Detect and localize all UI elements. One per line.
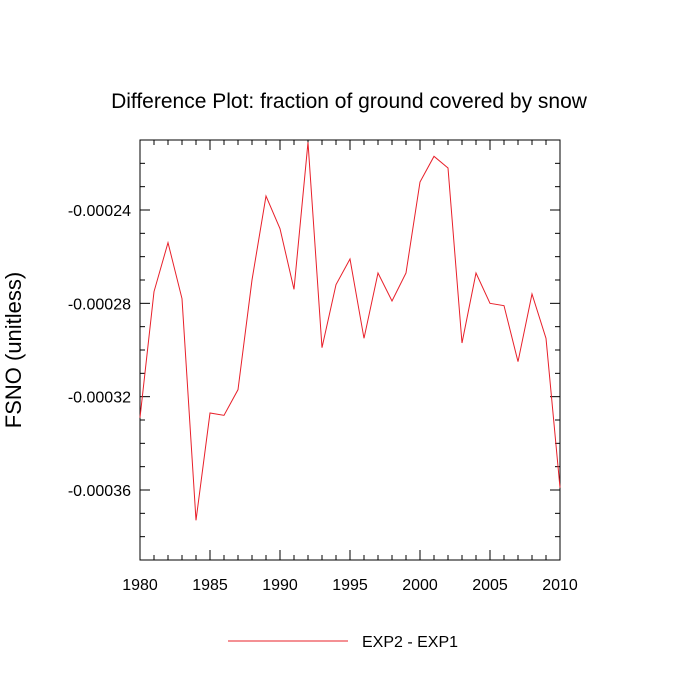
data-point	[349, 258, 350, 259]
data-point	[377, 272, 378, 273]
x-tick-label: 2005	[472, 577, 508, 594]
y-tick-label: -0.00024	[68, 203, 131, 220]
plot-frame	[139, 139, 561, 561]
data-point	[559, 487, 560, 488]
data-point	[433, 156, 434, 157]
data-point	[391, 300, 392, 301]
data-point	[279, 228, 280, 229]
data-point	[293, 289, 294, 290]
data-point	[517, 361, 518, 362]
data-points	[139, 142, 560, 521]
y-tick-label: -0.00028	[68, 296, 131, 313]
data-point	[251, 279, 252, 280]
data-point	[447, 167, 448, 168]
data-point	[209, 412, 210, 413]
x-tick-label: 1995	[332, 577, 368, 594]
data-point	[265, 195, 266, 196]
legend: EXP2 - EXP1	[228, 634, 458, 651]
x-tick-label: 2000	[402, 577, 438, 594]
data-point	[363, 338, 364, 339]
data-point	[307, 142, 308, 143]
y-tick-label: -0.00036	[68, 483, 131, 500]
data-point	[223, 415, 224, 416]
data-point	[139, 417, 140, 418]
series-line	[139, 142, 561, 521]
axis-ticks	[139, 139, 561, 561]
data-point	[405, 272, 406, 273]
data-point	[167, 242, 168, 243]
x-tick-label: 1985	[192, 577, 228, 594]
x-tick-label: 1980	[122, 577, 158, 594]
y-tick-label: -0.00032	[68, 390, 131, 407]
data-point	[545, 338, 546, 339]
x-tick-label: 1990	[262, 577, 298, 594]
data-point	[503, 305, 504, 306]
y-axis-label: FSNO (unitless)	[1, 272, 26, 428]
data-point	[489, 303, 490, 304]
data-point	[181, 298, 182, 299]
chart-title: Difference Plot: fraction of ground cove…	[111, 90, 588, 113]
data-point	[237, 389, 238, 390]
data-point	[335, 284, 336, 285]
data-point	[153, 291, 154, 292]
data-point	[475, 272, 476, 273]
data-point	[419, 181, 420, 182]
legend-label: EXP2 - EXP1	[362, 634, 458, 651]
data-point	[461, 342, 462, 343]
data-point	[531, 293, 532, 294]
data-point	[321, 347, 322, 348]
data-point	[195, 520, 196, 521]
axis-tick-labels: 1980 1985 1990 1995 2000 2005 2010 -0.00024 -0.0…	[68, 203, 578, 594]
x-tick-label: 2010	[542, 577, 578, 594]
